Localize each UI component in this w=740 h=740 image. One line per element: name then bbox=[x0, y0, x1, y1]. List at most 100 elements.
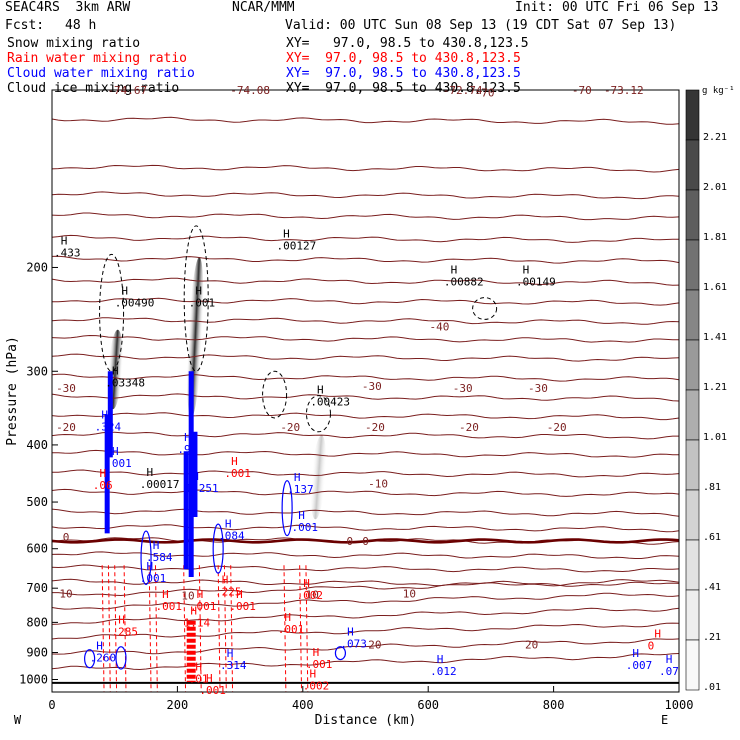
maximum-value-label: .001 bbox=[229, 600, 256, 613]
x-tick-label: 400 bbox=[292, 698, 314, 712]
rain-contour bbox=[305, 565, 309, 693]
isotherm-label: -20 bbox=[280, 421, 300, 434]
isotherm-line bbox=[51, 116, 680, 125]
maximum-value-label: .001 bbox=[155, 600, 182, 613]
cloud-water-contour bbox=[212, 523, 224, 574]
maximum-value-label: .92 bbox=[177, 443, 197, 456]
fcst-value: 48 h bbox=[65, 18, 97, 33]
maximum-value-label: .001 bbox=[190, 600, 217, 613]
colorbar-swatch bbox=[685, 139, 700, 191]
isotherm-label: -30 bbox=[56, 382, 76, 395]
maximum-h-marker: H bbox=[184, 431, 191, 444]
maximum-value-label: .00490 bbox=[115, 296, 155, 309]
isotherm-line bbox=[51, 578, 680, 587]
init-time: Init: 00 UTC Fri 06 Sep 13 bbox=[515, 0, 719, 15]
maximum-h-marker: H bbox=[437, 653, 444, 666]
rain-contour bbox=[223, 565, 227, 693]
maximum-h-marker: H bbox=[101, 408, 108, 421]
isotherm-label: -73.12 bbox=[604, 84, 644, 97]
isotherm-line bbox=[51, 212, 680, 221]
maximum-h-marker: H bbox=[190, 604, 197, 617]
maximum-value-label: .002 bbox=[297, 589, 324, 602]
isotherm-label: -74.08 bbox=[230, 84, 270, 97]
x-tick-label: 200 bbox=[167, 698, 189, 712]
colorbar-swatch bbox=[685, 289, 700, 341]
field-name-rain: Rain water mixing ratio bbox=[7, 51, 188, 66]
maximum-h-marker: H bbox=[227, 647, 234, 660]
isotherm-label: 0 bbox=[63, 531, 70, 544]
isotherm-label: -72.74 bbox=[443, 84, 483, 97]
maximum-h-marker: H bbox=[112, 445, 119, 458]
maximum-value-label: .285 bbox=[112, 625, 139, 638]
cloud-water-contour bbox=[281, 480, 293, 537]
isotherm-line bbox=[51, 297, 680, 306]
maximum-value-label: .073 bbox=[340, 638, 367, 651]
x-tick-label: 1000 bbox=[665, 698, 694, 712]
maximum-h-marker: H bbox=[313, 646, 320, 659]
colorbar-swatch bbox=[685, 589, 700, 641]
maximum-h-marker: H bbox=[298, 509, 305, 522]
maximum-value-label: .001 bbox=[199, 684, 226, 697]
isotherm-line bbox=[51, 607, 680, 625]
maximum-h-marker: H bbox=[317, 383, 324, 396]
isotherm-label: -74.67 bbox=[107, 84, 147, 97]
valid-time: Valid: 00 UTC Sun 08 Sep 13 (19 CDT Sat … bbox=[285, 18, 677, 33]
maximum-value-label: .001 bbox=[140, 572, 167, 585]
field-xy-ice: XY= 97.0, 98.5 to 430.8,123.5 bbox=[286, 81, 521, 96]
isotherm-line bbox=[52, 579, 680, 597]
isotherm-line bbox=[51, 277, 680, 286]
isotherm-label: -20 bbox=[547, 421, 567, 434]
maximum-value-label: .084 bbox=[218, 529, 245, 542]
isotherm-line bbox=[51, 412, 680, 421]
maximum-h-marker: H bbox=[96, 640, 103, 653]
ice-contour bbox=[305, 395, 331, 433]
isotherm-label: 0 bbox=[347, 535, 354, 548]
rain-contour bbox=[123, 565, 127, 693]
maximum-value-label: .001 bbox=[278, 623, 305, 636]
maximum-h-marker: H bbox=[195, 660, 202, 673]
maximum-value-label: .00882 bbox=[444, 276, 484, 289]
colorbar-swatch bbox=[685, 239, 700, 291]
isotherm-line bbox=[51, 431, 679, 440]
isotherm-label: -30 bbox=[453, 382, 473, 395]
isotherm-label: -10 bbox=[368, 477, 388, 490]
y-tick-label: 600 bbox=[26, 542, 48, 556]
colorbar-swatch bbox=[685, 339, 700, 391]
isotherm-line bbox=[51, 592, 680, 610]
maximum-h-marker: H bbox=[236, 588, 243, 601]
ice-contour bbox=[472, 297, 498, 320]
maximum-h-marker: H bbox=[666, 653, 673, 666]
maximum-h-marker: H bbox=[303, 577, 310, 590]
ice-contour bbox=[183, 225, 209, 372]
maximum-value-label: .314 bbox=[220, 659, 247, 672]
isotherm-label: 20 bbox=[368, 639, 381, 652]
isotherm-label: -30 bbox=[362, 380, 382, 393]
maximum-value-label: .001 bbox=[224, 467, 251, 480]
colorbar-swatch bbox=[685, 389, 700, 441]
isotherm-label: -20 bbox=[365, 421, 385, 434]
maximum-h-marker: H bbox=[197, 588, 204, 601]
org-label: NCAR/MMM bbox=[232, 0, 295, 15]
colorbar-tick-label: .21 bbox=[703, 632, 721, 643]
isotherm-label: 10 bbox=[181, 589, 194, 602]
maximum-value-label: .06 bbox=[93, 479, 113, 492]
isotherm-line bbox=[51, 164, 680, 173]
isotherm-label: -30 bbox=[528, 382, 548, 395]
isotherm-line bbox=[51, 488, 680, 497]
maximum-h-marker: H bbox=[283, 228, 290, 241]
isotherm-label: -20 bbox=[459, 421, 479, 434]
colorbar-tick-label: 1.41 bbox=[703, 332, 727, 343]
colorbar-swatch bbox=[685, 89, 700, 141]
colorbar-tick-label: 1.21 bbox=[703, 382, 727, 393]
maximum-h-marker: H bbox=[162, 588, 169, 601]
cloud-water-contour bbox=[115, 646, 127, 670]
x-tick-label: 0 bbox=[48, 698, 55, 712]
isotherm-line bbox=[51, 564, 680, 573]
plot-frame bbox=[51, 89, 680, 693]
maximum-value-label: .012 bbox=[430, 665, 457, 678]
maximum-h-marker: H bbox=[347, 626, 354, 639]
isotherm-line bbox=[51, 653, 680, 671]
isotherm-line bbox=[51, 622, 680, 640]
maximum-h-marker: H bbox=[222, 573, 229, 586]
maximum-h-marker: H bbox=[195, 284, 202, 297]
